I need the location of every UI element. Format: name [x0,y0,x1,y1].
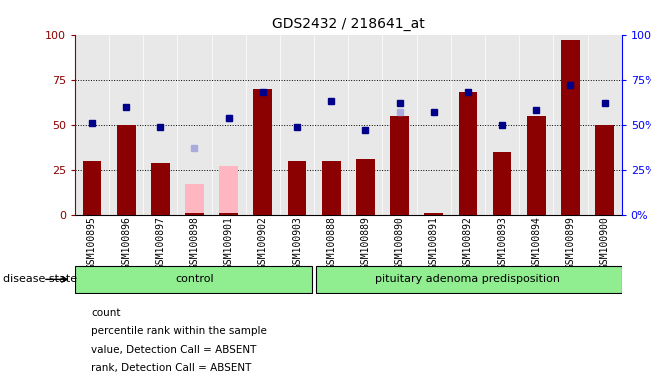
FancyBboxPatch shape [316,266,622,293]
Bar [117,125,135,215]
Text: rank, Detection Call = ABSENT: rank, Detection Call = ABSENT [91,363,251,373]
Text: percentile rank within the sample: percentile rank within the sample [91,326,267,336]
Bar [219,213,238,215]
Text: GDS2432 / 218641_at: GDS2432 / 218641_at [272,17,424,31]
Bar [595,125,614,215]
Bar [493,152,512,215]
Bar [390,116,409,215]
Bar [356,159,375,215]
Text: pituitary adenoma predisposition: pituitary adenoma predisposition [376,274,561,285]
Bar [424,213,443,215]
Bar [527,116,546,215]
Bar [253,89,272,215]
Bar [151,163,170,215]
Bar [390,121,409,215]
Bar [561,40,580,215]
Bar [288,161,307,215]
Bar [185,213,204,215]
Text: count: count [91,308,120,318]
Bar [219,166,238,215]
Bar [458,92,477,215]
Bar [83,161,102,215]
Text: disease state: disease state [3,274,77,285]
FancyBboxPatch shape [75,266,312,293]
Text: value, Detection Call = ABSENT: value, Detection Call = ABSENT [91,345,256,355]
Bar [83,161,102,215]
Bar [322,161,340,215]
Text: control: control [175,274,214,285]
Bar [185,184,204,215]
